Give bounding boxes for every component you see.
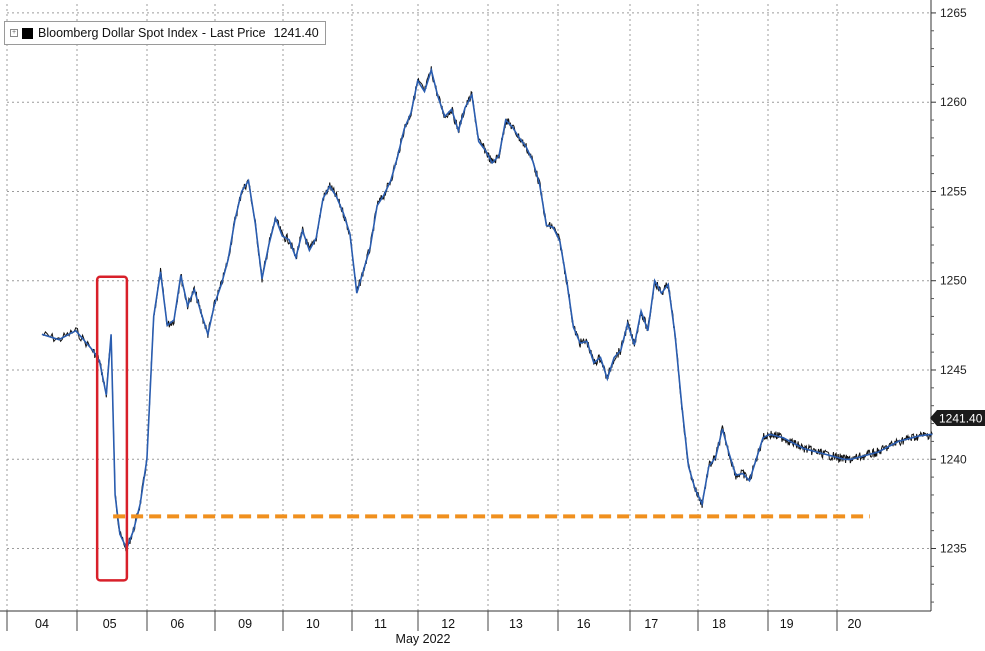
y-tick-label: 1255 xyxy=(940,184,967,198)
x-axis-title: May 2022 xyxy=(396,632,451,646)
x-tick-label: 06 xyxy=(170,617,184,631)
legend-label: Last Price xyxy=(209,26,266,40)
last-price-tag xyxy=(930,410,985,426)
x-tick-label: 04 xyxy=(35,617,49,631)
legend-separator: - xyxy=(201,26,206,40)
x-tick-label: 09 xyxy=(238,617,252,631)
series-layer xyxy=(41,66,933,552)
highlight-rectangle xyxy=(95,275,129,582)
x-tick-label: 16 xyxy=(577,617,591,631)
grid xyxy=(6,4,931,611)
legend-expand-icon[interactable]: + xyxy=(10,29,18,37)
x-tick-label: 13 xyxy=(509,617,523,631)
x-tick-label: 17 xyxy=(644,617,658,631)
series-line xyxy=(41,67,933,551)
y-tick-label: 1265 xyxy=(940,6,967,20)
legend: + Bloomberg Dollar Spot Index - Last Pri… xyxy=(4,21,326,45)
annotation-layer xyxy=(95,275,870,582)
x-tick-label: 05 xyxy=(103,617,117,631)
y-tick-label: 1250 xyxy=(940,274,967,288)
plot-frame xyxy=(0,0,932,612)
x-tick-label: 11 xyxy=(374,617,387,631)
last-price-tag-label: 1241.40 xyxy=(939,412,983,426)
x-tick-label: 20 xyxy=(847,617,861,631)
x-axis: May 2022 04 05 06 09 10 11 12 13 16 17 18 19 20 xyxy=(6,611,861,646)
y-tick-label: 1235 xyxy=(940,542,967,556)
legend-value: 1241.40 xyxy=(273,26,319,40)
legend-swatch xyxy=(22,27,33,39)
y-axis: 1235 1240 1245 1250 1255 1260 1265 xyxy=(931,6,967,603)
y-tick-label: 1240 xyxy=(940,452,967,466)
last-price-tag-group: 1241.40 xyxy=(930,410,985,426)
x-tick-label: 18 xyxy=(712,617,726,631)
y-tick-label: 1260 xyxy=(940,95,967,109)
legend-series-name: Bloomberg Dollar Spot Index xyxy=(38,26,198,40)
x-tick-label: 10 xyxy=(306,617,320,631)
x-tick-label: 12 xyxy=(441,617,455,631)
y-tick-label: 1245 xyxy=(940,363,967,377)
x-tick-label: 19 xyxy=(780,617,794,631)
